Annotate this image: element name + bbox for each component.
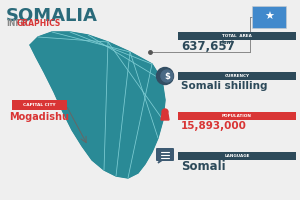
- Text: km²: km²: [222, 40, 233, 46]
- Polygon shape: [30, 32, 165, 178]
- Text: TOTAL  AREA: TOTAL AREA: [222, 34, 252, 38]
- Circle shape: [162, 109, 168, 115]
- Text: GRAPHICS: GRAPHICS: [16, 19, 61, 28]
- Text: $: $: [164, 72, 170, 80]
- Text: CAPITAL CITY: CAPITAL CITY: [23, 102, 55, 106]
- Text: ★: ★: [264, 12, 274, 22]
- Text: 637,657: 637,657: [181, 40, 235, 52]
- Text: Mogadishu: Mogadishu: [9, 112, 69, 122]
- FancyBboxPatch shape: [156, 148, 174, 161]
- Text: POPULATION: POPULATION: [222, 114, 252, 118]
- Circle shape: [161, 70, 173, 82]
- FancyBboxPatch shape: [11, 99, 67, 110]
- Polygon shape: [161, 114, 169, 120]
- Text: Somali shilling: Somali shilling: [181, 81, 268, 91]
- Text: INFO: INFO: [6, 19, 27, 28]
- FancyBboxPatch shape: [178, 112, 296, 120]
- FancyBboxPatch shape: [178, 152, 296, 160]
- Polygon shape: [158, 159, 164, 163]
- Text: SOMALIA: SOMALIA: [6, 7, 98, 25]
- Text: CURRENCY: CURRENCY: [224, 74, 250, 78]
- Text: Somali: Somali: [181, 160, 226, 172]
- FancyBboxPatch shape: [252, 6, 286, 28]
- Text: LANGUAGE: LANGUAGE: [224, 154, 250, 158]
- Text: 15,893,000: 15,893,000: [181, 121, 247, 131]
- FancyBboxPatch shape: [178, 72, 296, 80]
- FancyBboxPatch shape: [178, 32, 296, 40]
- Circle shape: [157, 68, 173, 84]
